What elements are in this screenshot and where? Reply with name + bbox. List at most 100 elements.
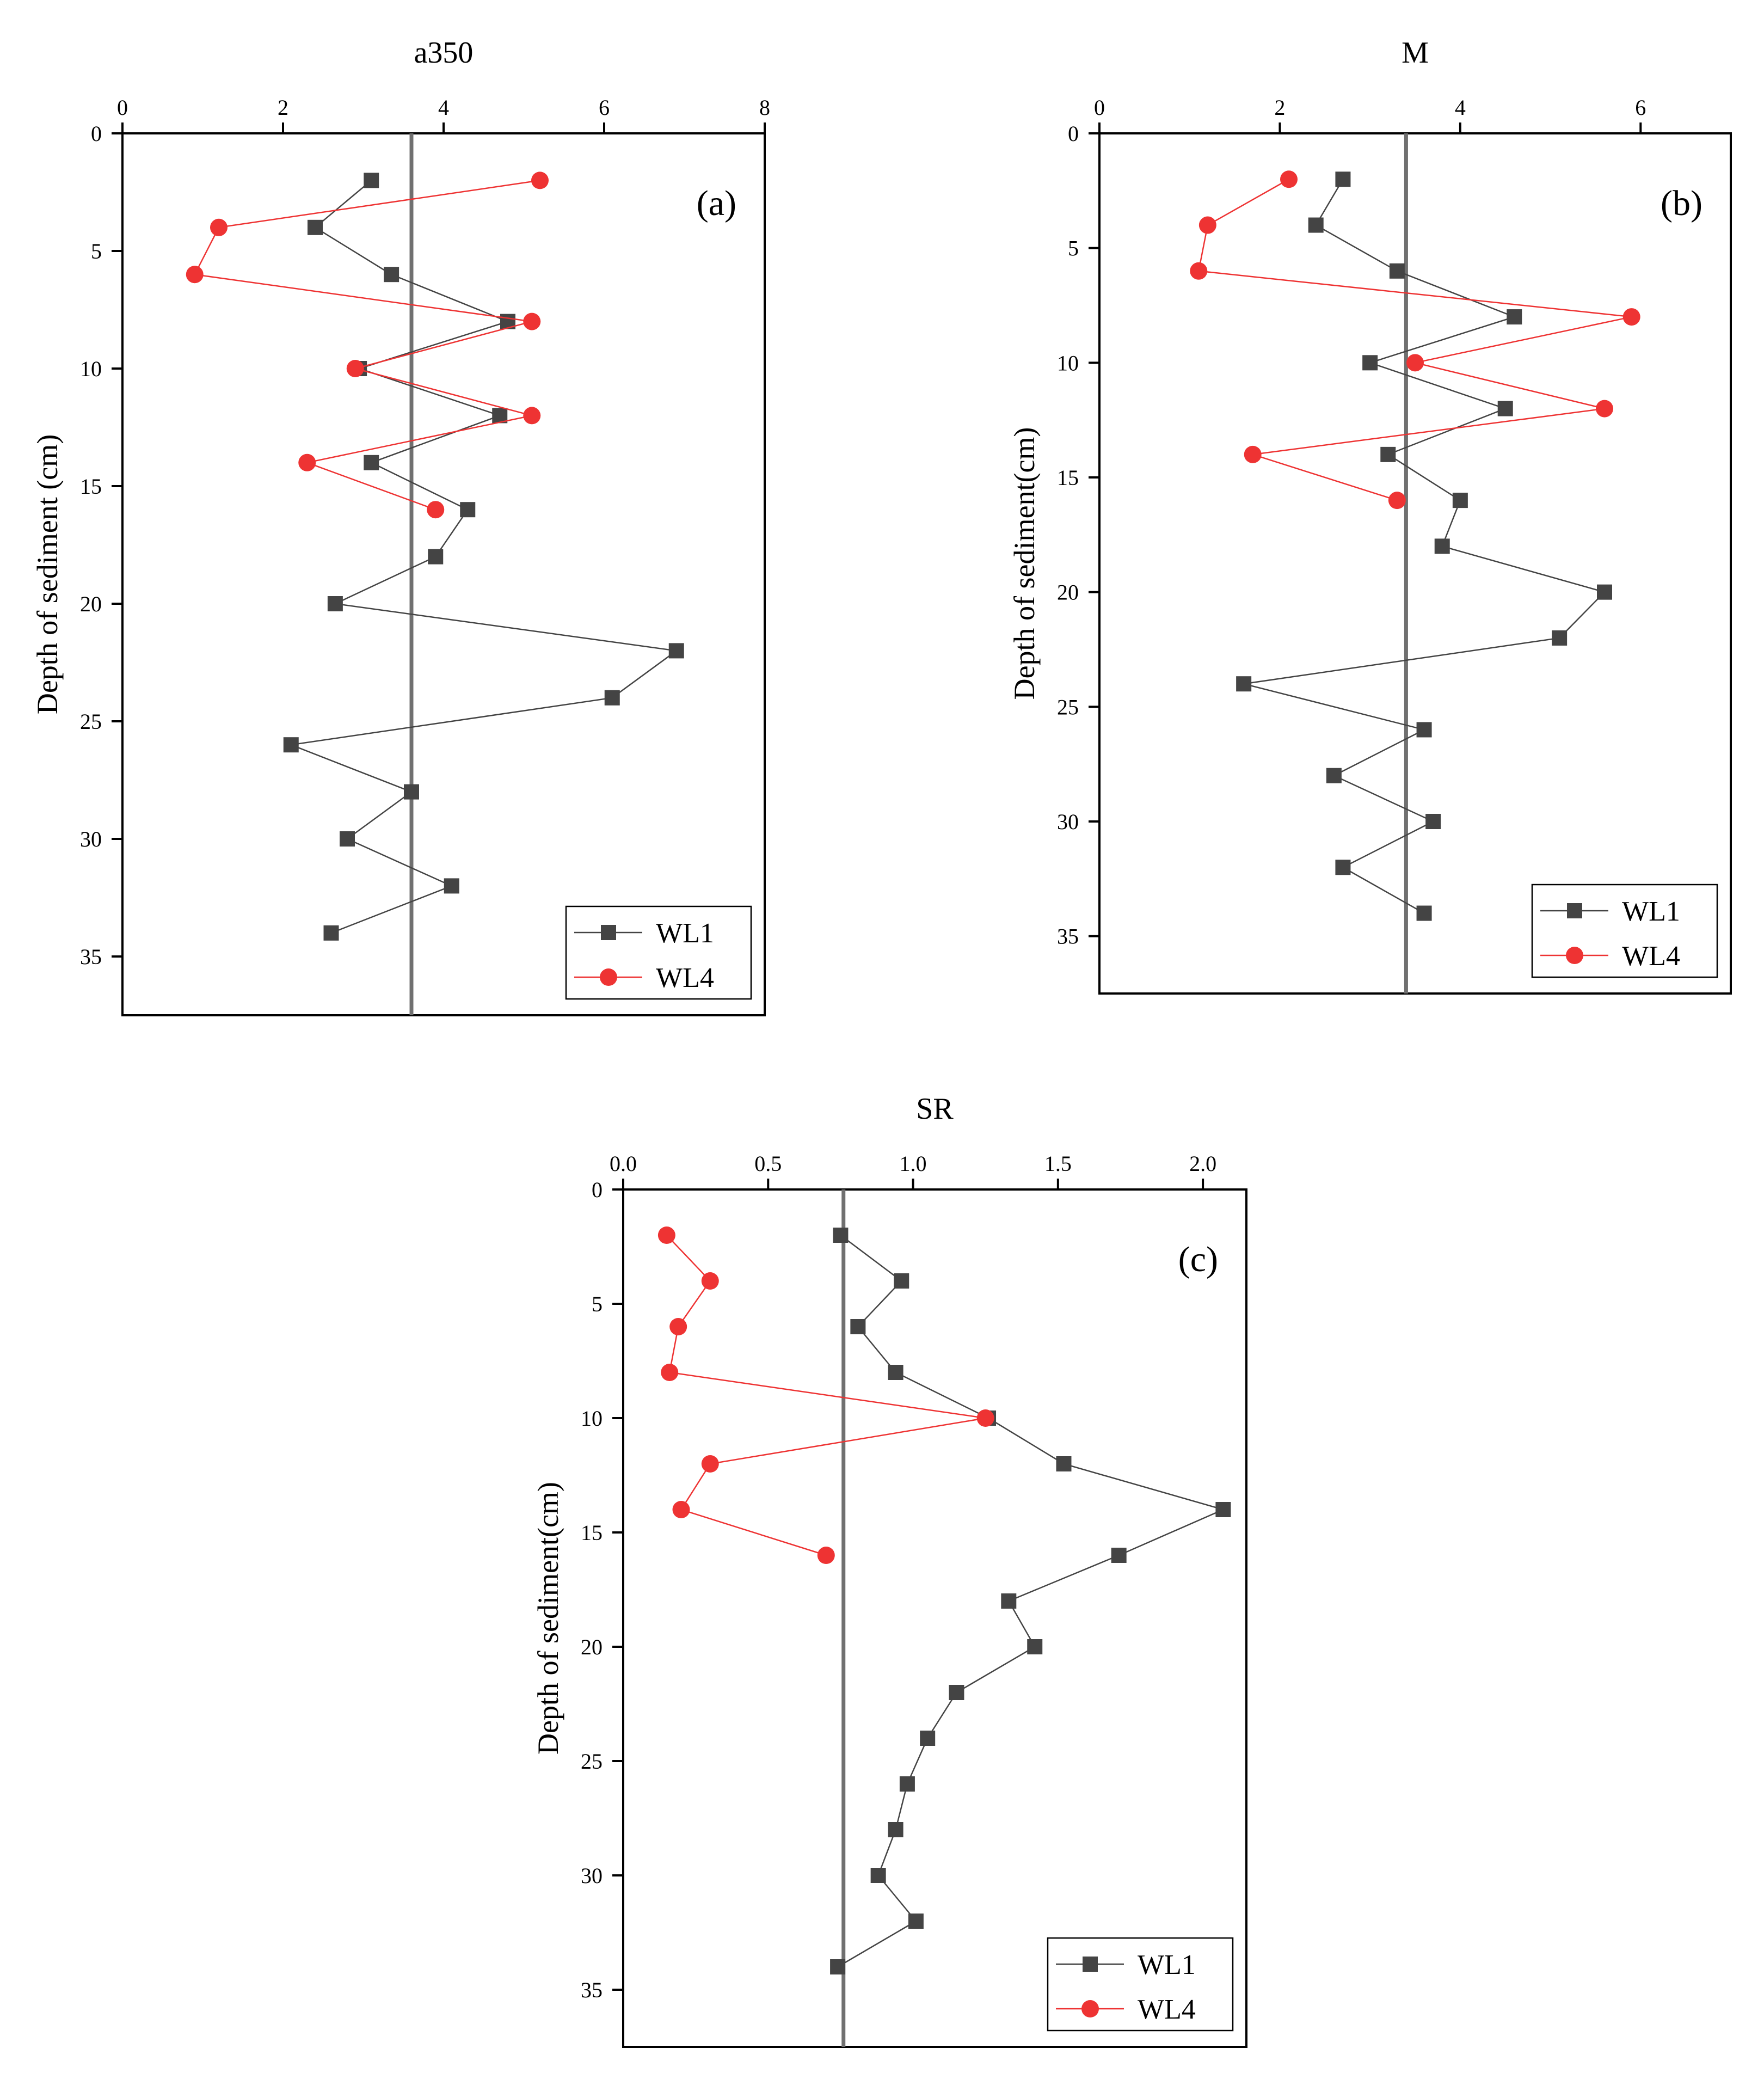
y-tick-label: 15 bbox=[581, 1520, 603, 1545]
panel-label: (b) bbox=[1661, 183, 1702, 223]
y-tick-label: 30 bbox=[581, 1863, 603, 1888]
series-wl4-point bbox=[346, 360, 364, 377]
legend-wl1-marker bbox=[601, 925, 616, 940]
series-wl1-point bbox=[1452, 493, 1468, 508]
x-tick-label: 6 bbox=[1635, 95, 1646, 120]
series-wl1-point bbox=[323, 925, 339, 941]
series-wl1-point bbox=[1416, 722, 1432, 738]
y-tick-label: 5 bbox=[1068, 236, 1079, 261]
y-tick-label: 35 bbox=[80, 945, 102, 969]
legend-wl4-label: WL4 bbox=[656, 962, 714, 993]
plot-frame bbox=[1098, 132, 1732, 995]
series-wl1-line bbox=[288, 180, 678, 934]
legend-wl1-label: WL1 bbox=[1138, 1949, 1196, 1980]
series-wl1-point bbox=[894, 1273, 909, 1289]
series-wl4-point bbox=[1596, 400, 1613, 418]
legend-wl4-marker bbox=[1081, 2000, 1099, 2017]
y-tick-label: 5 bbox=[91, 239, 102, 263]
legend-wl4-marker bbox=[600, 968, 617, 986]
series-wl1-point bbox=[1027, 1639, 1043, 1654]
series-wl4-point bbox=[210, 218, 228, 236]
x-tick-label: 4 bbox=[1455, 95, 1466, 120]
series-wl1-point bbox=[404, 784, 419, 800]
series-wl1-point bbox=[364, 173, 379, 188]
x-tick-label: 2 bbox=[278, 95, 288, 120]
series-wl1-point bbox=[1552, 630, 1568, 646]
series-wl1-point bbox=[1389, 263, 1405, 279]
y-axis-label: Depth of sediment(cm) bbox=[1008, 427, 1041, 700]
series-wl4-point bbox=[657, 1226, 675, 1244]
series-wl4-point bbox=[1388, 492, 1406, 510]
series-wl4-point bbox=[531, 171, 549, 189]
y-axis-label: Depth of sediment (cm) bbox=[31, 434, 64, 714]
series-wl4-point bbox=[1190, 262, 1208, 280]
y-tick-label: 35 bbox=[581, 1978, 603, 2002]
x-tick-label: 2.0 bbox=[1189, 1151, 1216, 1176]
series-wl4-point bbox=[672, 1501, 690, 1518]
series-wl1-point bbox=[920, 1731, 936, 1746]
x-tick-label: 0 bbox=[117, 95, 128, 120]
series-wl4-point bbox=[701, 1455, 719, 1473]
series-wl1-point bbox=[1497, 401, 1513, 416]
panel-label: (c) bbox=[1178, 1240, 1218, 1279]
series-wl4-point bbox=[669, 1318, 687, 1335]
y-axis-label: Depth of sediment(cm) bbox=[532, 1482, 564, 1755]
x-axis-title: a350 bbox=[414, 36, 474, 70]
series-wl1-point bbox=[460, 502, 476, 518]
y-tick-label: 30 bbox=[80, 827, 102, 851]
series-wl1-line bbox=[837, 1235, 1226, 1968]
y-tick-label: 30 bbox=[1057, 809, 1079, 834]
y-tick-label: 25 bbox=[80, 709, 102, 734]
y-tick-label: 15 bbox=[80, 474, 102, 499]
series-wl1-point bbox=[1056, 1456, 1072, 1471]
series-wl4-line bbox=[1197, 179, 1632, 501]
y-tick-label: 0 bbox=[1068, 121, 1079, 146]
x-tick-label: 0.5 bbox=[754, 1151, 782, 1176]
series-wl4-point bbox=[427, 501, 445, 519]
series-wl1-point bbox=[384, 267, 399, 283]
series-wl1-point bbox=[850, 1319, 866, 1334]
x-tick-label: 2 bbox=[1274, 95, 1285, 120]
series-wl4-point bbox=[1244, 445, 1262, 463]
legend-wl4-marker bbox=[1566, 947, 1583, 964]
series-wl4-point bbox=[523, 407, 541, 425]
series-wl1-point bbox=[1236, 676, 1252, 692]
legend-wl1-marker bbox=[1567, 903, 1582, 918]
x-tick-label: 1.0 bbox=[900, 1151, 927, 1176]
series-wl1-point bbox=[1001, 1593, 1017, 1609]
y-tick-label: 35 bbox=[1057, 924, 1079, 949]
y-tick-label: 25 bbox=[581, 1749, 603, 1774]
series-wl4-point bbox=[1280, 170, 1298, 188]
series-wl1-point bbox=[888, 1822, 903, 1837]
series-wl1-point bbox=[1326, 768, 1342, 783]
series-wl1-point bbox=[888, 1365, 903, 1380]
legend-box bbox=[1531, 884, 1718, 978]
legend-box bbox=[565, 905, 752, 1000]
series-wl4-point bbox=[298, 453, 316, 471]
series-wl1-point bbox=[1507, 309, 1522, 325]
series-wl1-point bbox=[364, 455, 379, 470]
series-wl4-line bbox=[193, 180, 540, 511]
x-axis-title: SR bbox=[916, 1092, 954, 1126]
y-tick-label: 10 bbox=[80, 357, 102, 381]
series-wl4-point bbox=[1622, 308, 1640, 326]
series-wl1-point bbox=[668, 643, 684, 659]
series-wl4-point bbox=[976, 1409, 994, 1427]
series-wl1-point bbox=[1335, 171, 1351, 187]
series-wl1-point bbox=[428, 549, 444, 565]
panel-b: 0 2 4 6 0 5 10 15 20 25 30 35 M Depth of sediment(cm)… bbox=[1008, 36, 1732, 995]
series-wl4-point bbox=[661, 1364, 679, 1381]
y-tick-label: 20 bbox=[80, 592, 102, 616]
series-wl1-point bbox=[1380, 446, 1396, 462]
series-wl1-point bbox=[444, 878, 459, 894]
series-wl1-point bbox=[604, 690, 620, 706]
series-wl1-point bbox=[908, 1914, 924, 1929]
x-tick-label: 0.0 bbox=[610, 1151, 637, 1176]
x-tick-label: 0 bbox=[1094, 95, 1105, 120]
y-tick-label: 20 bbox=[581, 1635, 603, 1659]
series-wl1-point bbox=[283, 737, 299, 753]
x-tick-label: 1.5 bbox=[1044, 1151, 1072, 1176]
series-wl1-point bbox=[870, 1868, 886, 1883]
series-wl1-point bbox=[340, 831, 355, 847]
series-wl1-point bbox=[949, 1685, 964, 1700]
